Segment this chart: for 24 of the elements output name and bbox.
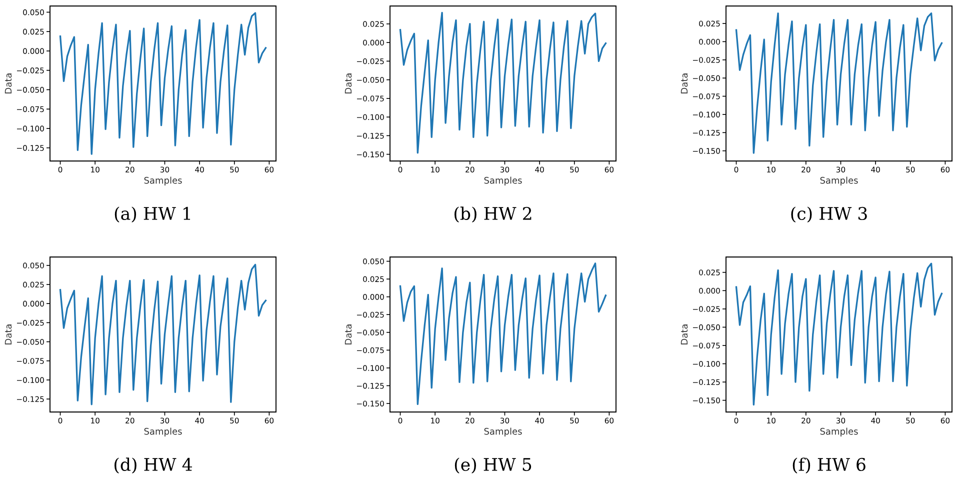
text: (b) HW 2 [454, 206, 532, 222]
x-axis-title: Samples [484, 176, 522, 186]
y-axis-title: Data [4, 324, 12, 344]
text: (c) HW 3 [791, 206, 867, 222]
line-series [59, 264, 267, 406]
x-axis-title: Samples [820, 428, 858, 436]
line-series [399, 262, 607, 406]
y-axis-title: Data [680, 74, 688, 94]
line-series [59, 12, 267, 155]
y-axis-title: Data [344, 74, 352, 94]
x-axis-title: Samples [820, 176, 858, 186]
text: (d) HW 4 [114, 458, 192, 474]
text: (e) HW 5 [454, 458, 532, 474]
x-axis-title: Samples [144, 176, 182, 186]
line-series [735, 12, 943, 154]
line-series [399, 12, 607, 154]
y-axis-title: Data [344, 324, 352, 344]
y-axis-title: Data [4, 74, 12, 94]
x-axis-title: Samples [144, 428, 182, 436]
text: (a) HW 1 [114, 206, 190, 222]
line-series [735, 262, 943, 406]
x-axis-title: Samples [484, 428, 522, 436]
y-axis-title: Data [680, 324, 688, 344]
text: (f) HW 6 [792, 458, 866, 474]
